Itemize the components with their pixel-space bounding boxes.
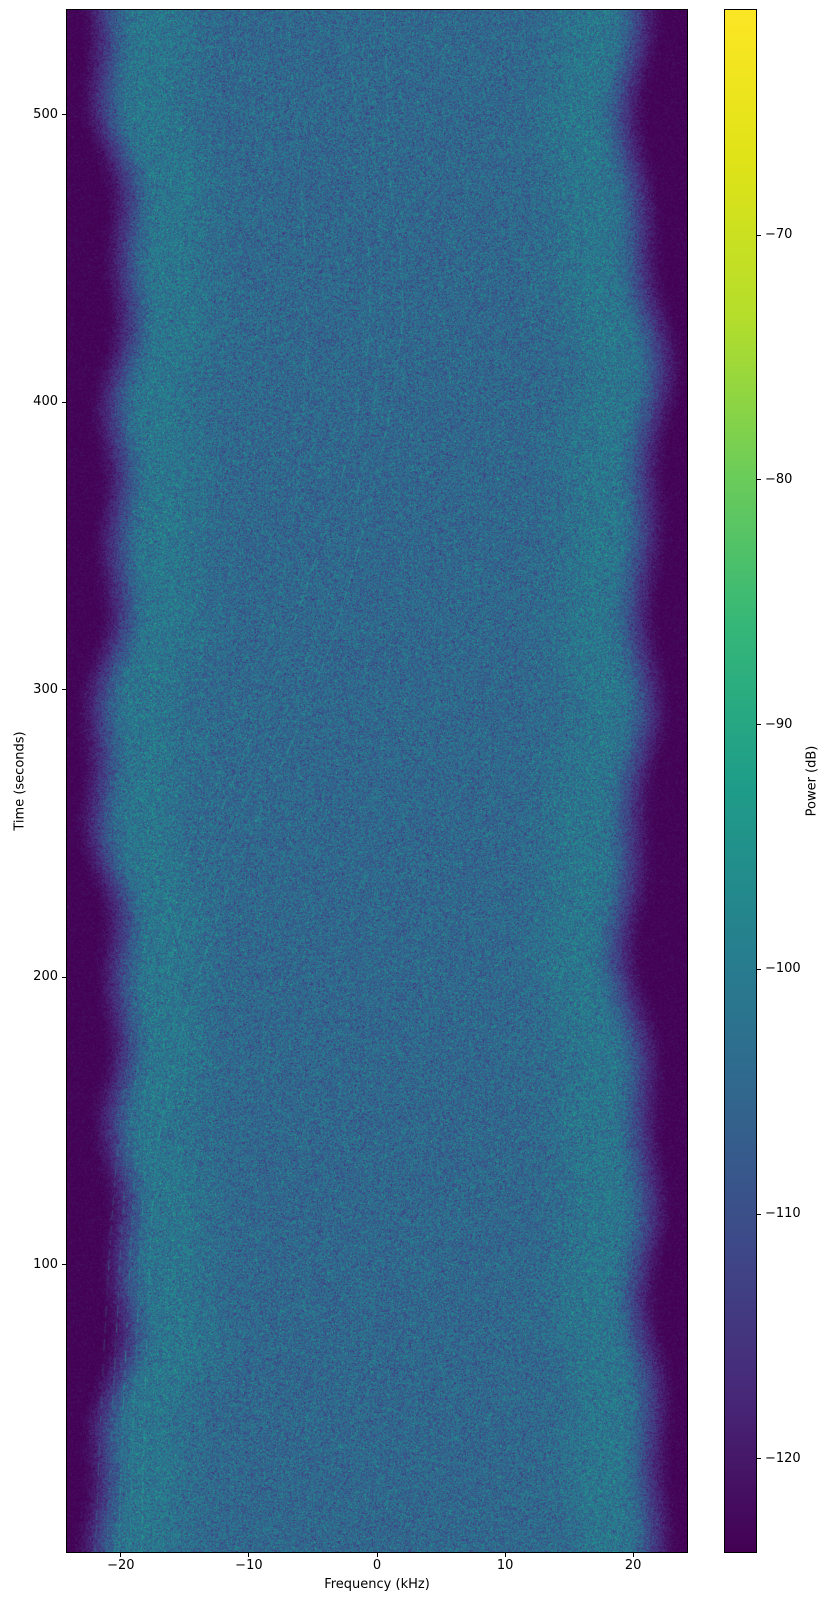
y-tick-mark [62, 689, 66, 691]
y-tick-label: 400 [33, 394, 58, 410]
colorbar-label: Power (dB) [804, 745, 820, 817]
colorbar-tick-label: −70 [765, 227, 793, 243]
spectrogram-image [67, 10, 687, 1552]
colorbar-tick-label: −110 [765, 1206, 801, 1222]
plot-area [66, 9, 688, 1553]
y-tick-label: 300 [33, 681, 58, 697]
y-tick-mark [62, 114, 66, 116]
colorbar-tick-label: −100 [765, 961, 801, 977]
y-tick-label: 500 [33, 106, 58, 122]
x-tick-label: 0 [372, 1558, 382, 1573]
x-tick-label: −10 [235, 1558, 263, 1573]
x-tick-mark [632, 1553, 634, 1557]
colorbar-gradient [725, 10, 756, 1552]
x-tick-label: 10 [496, 1558, 514, 1573]
y-tick-mark [62, 976, 66, 978]
colorbar-tick-label: −90 [765, 716, 793, 732]
y-tick-mark [62, 401, 66, 403]
colorbar-tick-mark [757, 724, 761, 726]
colorbar [724, 9, 757, 1553]
colorbar-tick-mark [757, 968, 761, 970]
x-tick-mark [120, 1553, 122, 1557]
colorbar-tick-mark [757, 234, 761, 236]
x-axis-label: Frequency (kHz) [324, 1577, 430, 1592]
x-tick-label: −20 [107, 1558, 135, 1573]
x-tick-mark [376, 1553, 378, 1557]
x-tick-label: 20 [624, 1558, 642, 1573]
colorbar-tick-mark [757, 1458, 761, 1460]
x-tick-mark [248, 1553, 250, 1557]
colorbar-tick-mark [757, 479, 761, 481]
colorbar-tick-label: −120 [765, 1450, 801, 1466]
colorbar-tick-label: −80 [765, 471, 793, 487]
colorbar-tick-mark [757, 1213, 761, 1215]
y-tick-mark [62, 1264, 66, 1266]
x-tick-mark [504, 1553, 506, 1557]
y-tick-label: 100 [33, 1256, 58, 1272]
y-axis-label: Time (seconds) [12, 731, 28, 831]
y-tick-label: 200 [33, 969, 58, 985]
